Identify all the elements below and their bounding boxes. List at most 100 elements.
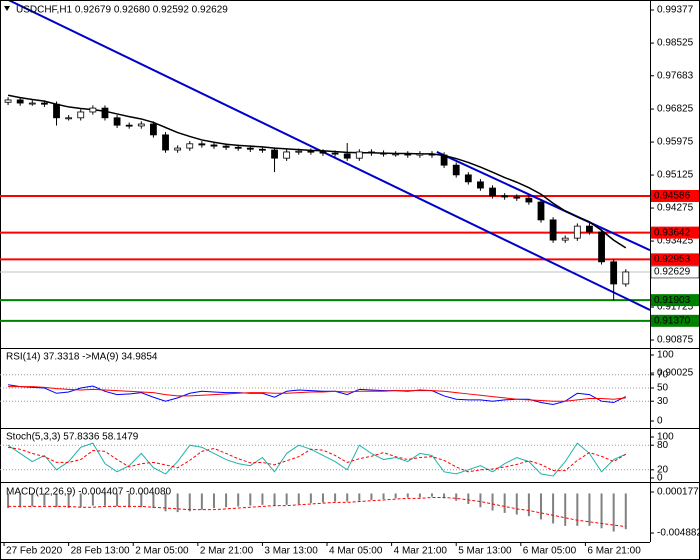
candle-body: [53, 103, 60, 119]
candle-body: [174, 147, 182, 151]
histogram-bar: [164, 493, 167, 512]
candle-body: [246, 147, 254, 150]
trendline: [8, 1, 650, 311]
indicator-line: [7, 446, 627, 473]
last-price-label: 0.92629: [654, 267, 691, 278]
histogram-bar: [539, 493, 542, 520]
histogram-bar: [152, 493, 155, 509]
level-label: 0.91370: [654, 315, 691, 326]
histogram-bar: [212, 493, 215, 509]
candle-body: [598, 231, 605, 263]
indicator-line: [8, 386, 626, 402]
candle-body: [622, 271, 630, 285]
y-tick-label: 0: [657, 473, 663, 484]
histogram-bar: [116, 493, 119, 507]
y-tick-label: 80: [657, 440, 669, 451]
level-label: 0.91903: [654, 295, 691, 306]
candle-body: [343, 153, 351, 159]
candle-body: [259, 148, 266, 151]
histogram-bar: [7, 493, 10, 509]
candle-body: [271, 149, 278, 159]
pane-title: Stoch(5,3,3) 57.8336 58.1479: [6, 432, 139, 443]
candle-body: [89, 107, 97, 113]
candle-body: [137, 123, 145, 127]
pane-title: RSI(14) 37.3318 ->MA(9) 34.9854: [6, 352, 158, 363]
histogram-bar: [43, 493, 46, 506]
y-tick-label: 100: [657, 350, 674, 361]
y-tick-label: 70: [657, 369, 669, 380]
histogram-bar: [406, 493, 409, 498]
y-tick-label: 0.98525: [657, 38, 694, 49]
candle-body: [331, 152, 339, 155]
histogram-bar: [297, 493, 300, 504]
x-tick-label: 27 Feb 2020: [6, 546, 63, 557]
histogram-bar: [576, 493, 579, 526]
histogram-bar: [467, 493, 470, 504]
candle-body: [416, 153, 424, 156]
histogram-bar: [527, 493, 530, 517]
histogram-bar: [261, 493, 264, 505]
y-tick-label: 0.91725: [657, 302, 694, 313]
x-tick-label: 2 Mar 05:00: [135, 546, 189, 557]
candle-body: [162, 134, 169, 151]
candle-body: [295, 150, 303, 153]
candle-body: [210, 144, 218, 147]
y-tick-label: 0.000177: [657, 487, 699, 498]
histogram-bar: [515, 493, 518, 515]
candle-body: [501, 195, 509, 198]
candle-body: [319, 151, 327, 154]
candle-body: [404, 153, 412, 156]
candle-body: [186, 143, 194, 149]
candle-body: [222, 145, 230, 148]
y-tick-label: 0.95125: [657, 170, 694, 181]
x-tick-label: 3 Mar 13:00: [264, 546, 318, 557]
histogram-bar: [418, 493, 421, 498]
candle-body: [150, 123, 157, 136]
y-tick-label: 100: [657, 432, 674, 443]
candle-body: [77, 111, 85, 119]
histogram-bar: [19, 493, 22, 508]
candle-body: [464, 174, 472, 183]
x-tick-label: 4 Mar 05:00: [329, 546, 383, 557]
histogram-bar: [600, 493, 603, 529]
histogram-bar: [334, 493, 337, 502]
histogram-bar: [321, 493, 324, 503]
histogram-bar: [128, 493, 131, 508]
y-tick-label: 0: [657, 416, 663, 427]
candle-body: [452, 164, 460, 176]
y-tick-label: 0.99377: [657, 5, 694, 16]
histogram-bar: [200, 493, 203, 510]
x-tick-label: 6 Mar 21:00: [587, 546, 641, 557]
histogram-bar: [273, 493, 276, 506]
histogram-bar: [564, 493, 567, 526]
histogram-bar: [491, 493, 494, 511]
histogram-bar: [79, 493, 82, 508]
x-tick-label: 6 Mar 05:00: [523, 546, 577, 557]
histogram-bar: [140, 493, 143, 508]
histogram-bar: [370, 493, 373, 500]
y-tick-label: -0.004882: [657, 528, 700, 539]
histogram-bar: [358, 493, 361, 501]
candle-body: [234, 146, 242, 149]
y-tick-label: 0.97683: [657, 70, 694, 81]
histogram-bar: [188, 493, 191, 512]
candle-body: [513, 196, 521, 199]
pane-title: MACD(12,26,9) -0.004407 -0.004080: [6, 487, 172, 498]
y-tick-label: 0.96825: [657, 104, 694, 115]
level-label: 0.93642: [654, 227, 691, 238]
candle-body: [101, 107, 109, 119]
menu-triangle[interactable]: [4, 6, 10, 11]
histogram-bar: [479, 493, 482, 508]
level-label-box: [651, 314, 699, 327]
candle-body: [283, 151, 291, 159]
indicator-line: [8, 497, 626, 528]
histogram-bar: [455, 493, 458, 501]
candle-body: [113, 117, 121, 126]
histogram-bar: [382, 493, 385, 500]
y-tick-label: 0.95975: [657, 137, 694, 148]
x-tick-label: 4 Mar 21:00: [394, 546, 448, 557]
y-tick-label: 0.90025: [657, 368, 694, 379]
indicator-line: [7, 442, 626, 477]
trendline: [436, 151, 650, 252]
